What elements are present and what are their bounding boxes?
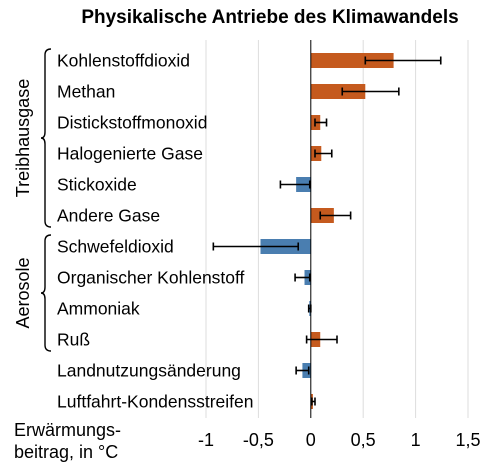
category-label: Organischer Kohlenstoff: [57, 268, 245, 288]
category-label: Landnutzungsänderung: [57, 361, 241, 381]
chart-title: Physikalische Antriebe des Klimawandels: [81, 7, 458, 28]
bars: [260, 53, 394, 409]
x-tick-label: 1,5: [455, 430, 480, 450]
x-tick-label: -0,5: [243, 430, 274, 450]
category-label: Ammoniak: [57, 299, 140, 319]
x-tick-label: 0,5: [351, 430, 376, 450]
group-label: Treibhausgase: [13, 79, 33, 197]
category-label: Distickstoffmonoxid: [57, 113, 207, 133]
group-label: Aerosole: [13, 257, 33, 328]
category-label: Methan: [57, 82, 115, 102]
category-label: Andere Gase: [57, 206, 160, 226]
group-brackets: Treibhausgase Aerosole: [13, 48, 52, 352]
bar: [310, 53, 394, 68]
category-labels: Kohlenstoffdioxid Methan Distickstoffmonox…: [57, 51, 254, 412]
category-label: Stickoxide: [57, 175, 137, 195]
y-axis-label-line2: beitrag, in °C: [14, 442, 118, 462]
grid-lines: [205, 40, 469, 418]
category-label: Ruß: [57, 330, 90, 350]
group-bracket: [40, 48, 52, 228]
x-tick-label: -1: [198, 430, 214, 450]
x-tick-label: 1: [411, 430, 421, 450]
group-bracket: [40, 234, 52, 352]
bar: [310, 84, 366, 99]
error-bars: [212, 56, 442, 406]
category-label: Schwefeldioxid: [57, 237, 174, 257]
category-label: Luftfahrt-Kondensstreifen: [57, 392, 254, 412]
y-axis-label-line1: Erwärmungs-: [14, 420, 121, 440]
x-tick-labels: -1 -0,5 0 0,5 1 1,5: [198, 430, 481, 450]
x-tick-label: 0: [306, 430, 316, 450]
category-label: Kohlenstoffdioxid: [57, 51, 190, 71]
category-label: Halogenierte Gase: [57, 144, 203, 164]
